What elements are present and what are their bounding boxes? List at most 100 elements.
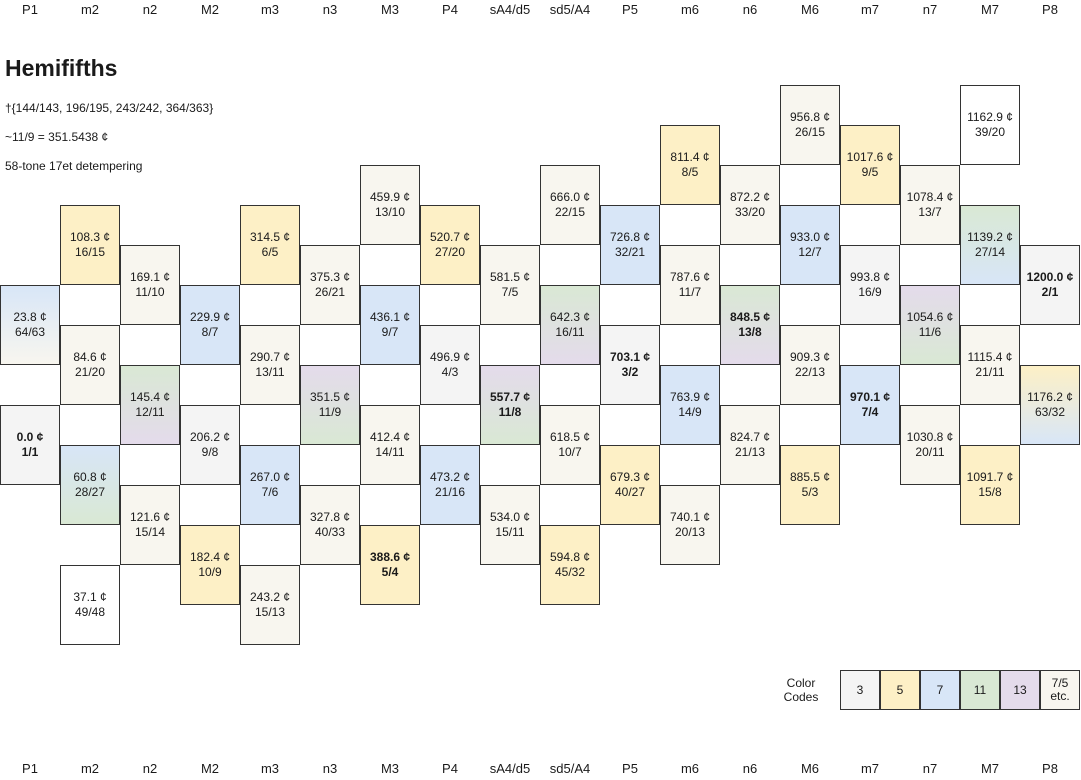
ratio-value: 64/63: [14, 325, 46, 339]
axis-label: sd5/A4: [549, 761, 591, 776]
interval-cell: 1162.9 ¢ 39/20: [960, 85, 1020, 165]
interval-cell: 666.0 ¢ 22/15: [540, 165, 600, 245]
interval-cell: 520.7 ¢ 27/20: [420, 205, 480, 285]
ratio-value: 27/14: [974, 245, 1006, 259]
ratio-value: 2/1: [1041, 285, 1059, 299]
interval-cell: 703.1 ¢ 3/2: [600, 325, 660, 405]
ratio-value: 22/15: [554, 205, 586, 219]
interval-cell: 169.1 ¢ 11/10: [120, 245, 180, 325]
cents-value: 243.2 ¢: [249, 590, 291, 604]
cents-value: 1115.4 ¢: [967, 350, 1013, 364]
interval-cell: 642.3 ¢ 16/11: [540, 285, 600, 365]
ratio-value: 13/8: [738, 325, 762, 339]
ratio-value: 7/4: [861, 405, 879, 419]
ratio-value: 9/7: [381, 325, 399, 339]
cents-value: 534.0 ¢: [489, 510, 531, 524]
cents-value: 848.5 ¢: [729, 310, 771, 324]
interval-cell: 351.5 ¢ 11/9: [300, 365, 360, 445]
interval-cell: 459.9 ¢ 13/10: [360, 165, 420, 245]
cents-value: 229.9 ¢: [189, 310, 231, 324]
axis-label: P4: [442, 2, 458, 17]
ratio-value: 40/27: [614, 485, 646, 499]
cents-value: 1176.2 ¢: [1027, 390, 1073, 404]
interval-cell: 1200.0 ¢ 2/1: [1020, 245, 1080, 325]
cents-value: 388.6 ¢: [369, 550, 411, 564]
cents-value: 412.4 ¢: [369, 430, 411, 444]
interval-cell: 726.8 ¢ 32/21: [600, 205, 660, 285]
axis-label: M3: [380, 2, 400, 17]
axis-label: sA4/d5: [489, 761, 531, 776]
ratio-value: 49/48: [74, 605, 106, 619]
cents-value: 787.6 ¢: [669, 270, 711, 284]
cents-value: 1200.0 ¢: [1026, 270, 1074, 284]
cents-value: 956.8 ¢: [789, 110, 831, 124]
cents-value: 121.6 ¢: [129, 510, 171, 524]
ratio-value: 26/21: [314, 285, 346, 299]
legend-swatch: 11: [960, 670, 1000, 710]
cents-value: 169.1 ¢: [129, 270, 171, 284]
ratio-value: 15/13: [254, 605, 286, 619]
interval-cell: 375.3 ¢ 26/21: [300, 245, 360, 325]
cents-value: 23.8 ¢: [13, 310, 47, 324]
ratio-value: 7/6: [261, 485, 279, 499]
ratio-value: 33/20: [734, 205, 766, 219]
cents-value: 1091.7 ¢: [966, 470, 1014, 484]
cents-value: 824.7 ¢: [729, 430, 771, 444]
cents-value: 0.0 ¢: [16, 430, 44, 444]
ratio-value: 39/20: [974, 125, 1006, 139]
cents-value: 703.1 ¢: [609, 350, 651, 364]
cents-value: 970.1 ¢: [849, 390, 891, 404]
ratio-value: 8/5: [681, 165, 699, 179]
ratio-value: 14/11: [375, 445, 405, 459]
cents-value: 1078.4 ¢: [906, 190, 954, 204]
generator-size: ~11/9 = 351.5438 ¢: [5, 130, 109, 144]
interval-cell: 618.5 ¢ 10/7: [540, 405, 600, 485]
interval-cell: 1091.7 ¢ 15/8: [960, 445, 1020, 525]
ratio-value: 3/2: [621, 365, 639, 379]
cents-value: 557.7 ¢: [489, 390, 531, 404]
bottom-interval-axis: P1 m2 n2 M2 m3 n3 M3 P4 sA4/d5 sd5/A4 P5 m6 n6 M6 m7 n7…: [0, 759, 1081, 779]
interval-cell: 182.4 ¢ 10/9: [180, 525, 240, 605]
ratio-value: 1/1: [21, 445, 39, 459]
interval-cell: 496.9 ¢ 4/3: [420, 325, 480, 405]
ratio-value: 32/21: [614, 245, 646, 259]
axis-label: n3: [322, 761, 338, 776]
axis-label: m3: [260, 761, 280, 776]
axis-label: n6: [742, 761, 758, 776]
cents-value: 520.7 ¢: [429, 230, 471, 244]
cents-value: 885.5 ¢: [789, 470, 831, 484]
interval-cell: 933.0 ¢ 12/7: [780, 205, 840, 285]
interval-cell: 229.9 ¢ 8/7: [180, 285, 240, 365]
axis-label: P1: [22, 2, 38, 17]
interval-cell: 534.0 ¢ 15/11: [480, 485, 540, 565]
axis-label: n3: [322, 2, 338, 17]
axis-label: n7: [922, 2, 938, 17]
ratio-value: 21/11: [975, 365, 1005, 379]
cents-value: 1139.2 ¢: [967, 230, 1013, 244]
cents-value: 909.3 ¢: [789, 350, 831, 364]
cents-value: 37.1 ¢: [73, 590, 107, 604]
ratio-value: 20/11: [915, 445, 945, 459]
ratio-value: 11/10: [135, 285, 165, 299]
cents-value: 60.8 ¢: [73, 470, 107, 484]
ratio-value: 26/15: [794, 125, 826, 139]
cents-value: 496.9 ¢: [429, 350, 471, 364]
axis-label: P5: [622, 2, 638, 17]
ratio-value: 40/33: [314, 525, 346, 539]
interval-cell: 436.1 ¢ 9/7: [360, 285, 420, 365]
interval-cell: 885.5 ¢ 5/3: [780, 445, 840, 525]
interval-cell: 1054.6 ¢ 11/6: [900, 285, 960, 365]
interval-cell: 243.2 ¢ 15/13: [240, 565, 300, 645]
cents-value: 145.4 ¢: [129, 390, 171, 404]
interval-cell: 37.1 ¢ 49/48: [60, 565, 120, 645]
cents-value: 1017.6 ¢: [846, 150, 894, 164]
interval-cell: 787.6 ¢ 11/7: [660, 245, 720, 325]
axis-label: n2: [142, 2, 158, 17]
cents-value: 811.4 ¢: [670, 150, 710, 164]
interval-cell: 1030.8 ¢ 20/11: [900, 405, 960, 485]
interval-cell: 327.8 ¢ 40/33: [300, 485, 360, 565]
ratio-value: 22/13: [794, 365, 826, 379]
cents-value: 666.0 ¢: [549, 190, 591, 204]
interval-cell: 60.8 ¢ 28/27: [60, 445, 120, 525]
legend-swatch: 13: [1000, 670, 1040, 710]
